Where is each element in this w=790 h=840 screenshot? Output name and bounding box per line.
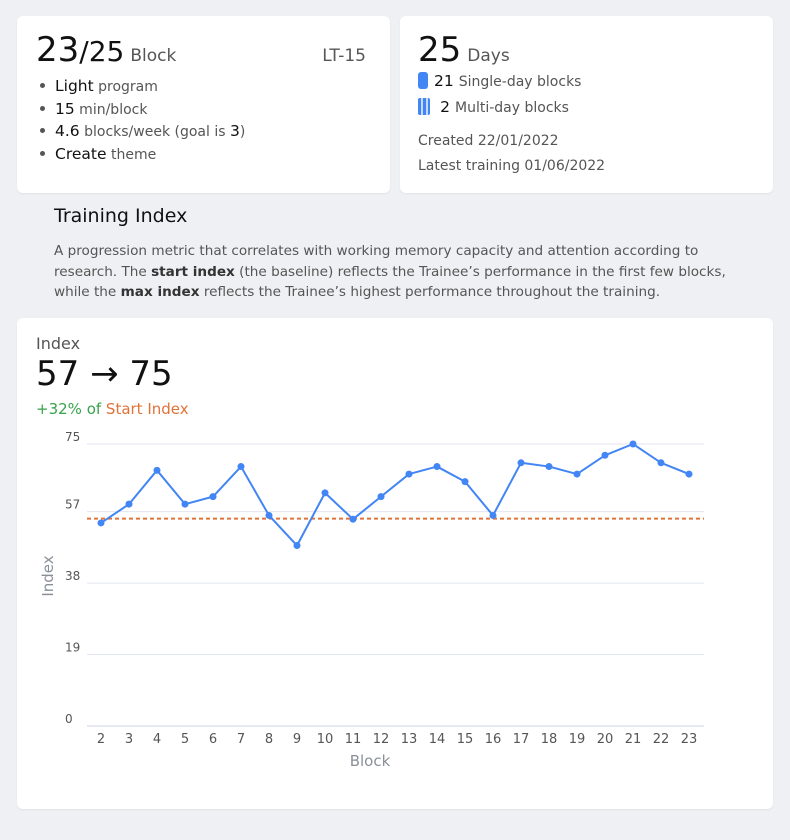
block-current: 23 <box>36 30 80 70</box>
program-code: LT-15 <box>322 46 366 66</box>
bullet-icon <box>40 105 45 111</box>
x-tick-label: 22 <box>653 732 670 747</box>
single-day-blocks: 21 Single-day blocks <box>418 72 581 90</box>
chart-metric-label: Index <box>36 334 81 353</box>
created-date: Created 22/01/2022 <box>418 133 559 149</box>
fact-frequency: 4.6 blocks/week (goal is 3) <box>36 121 245 144</box>
y-tick-label: 75 <box>65 430 80 444</box>
x-tick-label: 9 <box>293 732 301 747</box>
index-point <box>125 500 133 508</box>
latest-training-date: Latest training 01/06/2022 <box>418 158 606 174</box>
index-point <box>181 500 189 508</box>
x-tick-label: 16 <box>485 732 502 747</box>
start-index-reference: Start Index <box>105 400 189 418</box>
index-point <box>489 511 497 519</box>
bullet-icon <box>40 150 45 156</box>
block-summary-card: 23/25 Block LT-15 Light program 15 min/bl… <box>17 16 390 193</box>
y-axis-label: Index <box>39 555 57 596</box>
block-unit: Block <box>130 46 177 66</box>
fact-theme: Create theme <box>36 144 245 167</box>
days-total: 25 Days <box>418 30 510 70</box>
x-tick-label: 2 <box>97 732 105 747</box>
x-tick-label: 14 <box>429 732 446 747</box>
index-point <box>349 515 357 523</box>
index-point <box>209 493 217 501</box>
training-index-title: Training Index <box>54 205 188 227</box>
index-range: 57 → 75 <box>36 354 173 394</box>
y-tick-label: 57 <box>65 498 80 512</box>
x-tick-label: 10 <box>317 732 334 747</box>
days-summary-card: 25 Days 21 Single-day blocks 2 Multi-day bl… <box>400 16 773 193</box>
x-tick-label: 20 <box>597 732 614 747</box>
block-progress: 23/25 Block <box>36 30 176 70</box>
training-index-description: A progression metric that correlates wit… <box>54 243 726 300</box>
bullet-icon <box>40 83 45 88</box>
index-point <box>517 459 525 467</box>
start-index-term: start index <box>151 263 235 280</box>
days-count: 25 <box>418 30 462 70</box>
index-point <box>377 493 385 501</box>
x-tick-label: 11 <box>345 732 362 747</box>
index-point <box>461 478 469 486</box>
block-total: /25 <box>79 35 125 68</box>
multi-day-swatch-icon <box>418 98 430 115</box>
x-tick-label: 19 <box>569 732 586 747</box>
index-change: +32% of Start Index <box>36 400 189 418</box>
y-tick-label: 38 <box>65 569 80 583</box>
index-point <box>433 463 441 471</box>
index-chart-card: 0 19 38 57 75 2 3 4 5 6 7 8 9 10 11 12 13 14 15 16 17 18 19 20 2… <box>17 318 773 809</box>
index-point <box>685 470 693 478</box>
change-percent: +32% <box>36 400 82 418</box>
bullet-icon <box>40 128 45 133</box>
index-point <box>265 511 273 519</box>
x-tick-label: 6 <box>209 732 217 747</box>
index-point <box>573 470 581 478</box>
index-point <box>601 451 609 459</box>
index-point <box>321 489 329 497</box>
x-tick-label: 23 <box>681 732 698 747</box>
x-tick-label: 3 <box>125 732 133 747</box>
x-tick-label: 8 <box>265 732 273 747</box>
days-unit: Days <box>467 46 510 66</box>
index-point <box>97 519 105 527</box>
x-tick-label: 17 <box>513 732 530 747</box>
x-tick-label: 13 <box>401 732 418 747</box>
index-point <box>657 459 665 467</box>
block-facts-list: Light program 15 min/block 4.6 blocks/we… <box>36 76 245 166</box>
x-tick-label: 18 <box>541 732 558 747</box>
y-tick-label: 0 <box>65 712 73 726</box>
multi-day-blocks: 2 Multi-day blocks <box>418 98 569 116</box>
x-tick-label: 7 <box>237 732 245 747</box>
max-index-term: max index <box>120 284 200 300</box>
x-tick-label: 12 <box>373 732 390 747</box>
y-tick-label: 19 <box>65 641 80 655</box>
x-axis-label: Block <box>350 752 391 770</box>
x-tick-label: 21 <box>625 732 642 747</box>
single-day-swatch-icon <box>418 72 428 89</box>
x-tick-label: 15 <box>457 732 474 747</box>
fact-duration: 15 min/block <box>36 99 245 122</box>
x-tick-label: 5 <box>181 732 189 747</box>
index-point <box>153 466 161 474</box>
fact-program: Light program <box>36 76 245 99</box>
x-tick-label: 4 <box>153 732 161 747</box>
index-point <box>545 463 553 471</box>
index-point <box>293 542 301 550</box>
index-point <box>629 440 637 448</box>
index-point <box>237 463 245 471</box>
index-point <box>405 470 413 478</box>
index-series-line <box>100 443 690 547</box>
